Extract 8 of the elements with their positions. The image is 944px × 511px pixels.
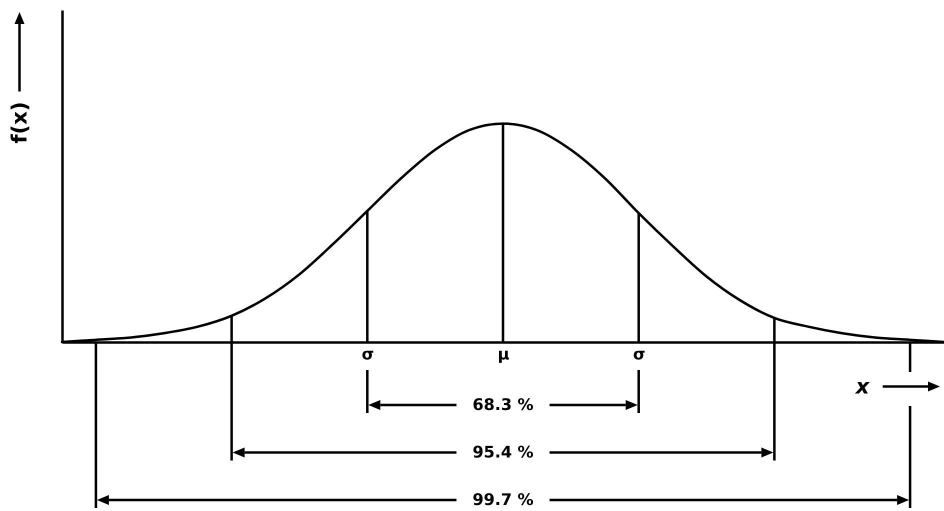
y-axis-title: f(x) <box>8 102 32 144</box>
x-tick-label: σ <box>362 344 374 364</box>
x-tick-label: μ <box>498 344 510 364</box>
x-tick-label: σ <box>632 344 646 364</box>
text: 95.4 % <box>472 442 534 462</box>
x-axis-title: x <box>854 374 871 398</box>
text: 99.7 % <box>472 490 534 509</box>
text: 68.3 % <box>472 395 534 414</box>
